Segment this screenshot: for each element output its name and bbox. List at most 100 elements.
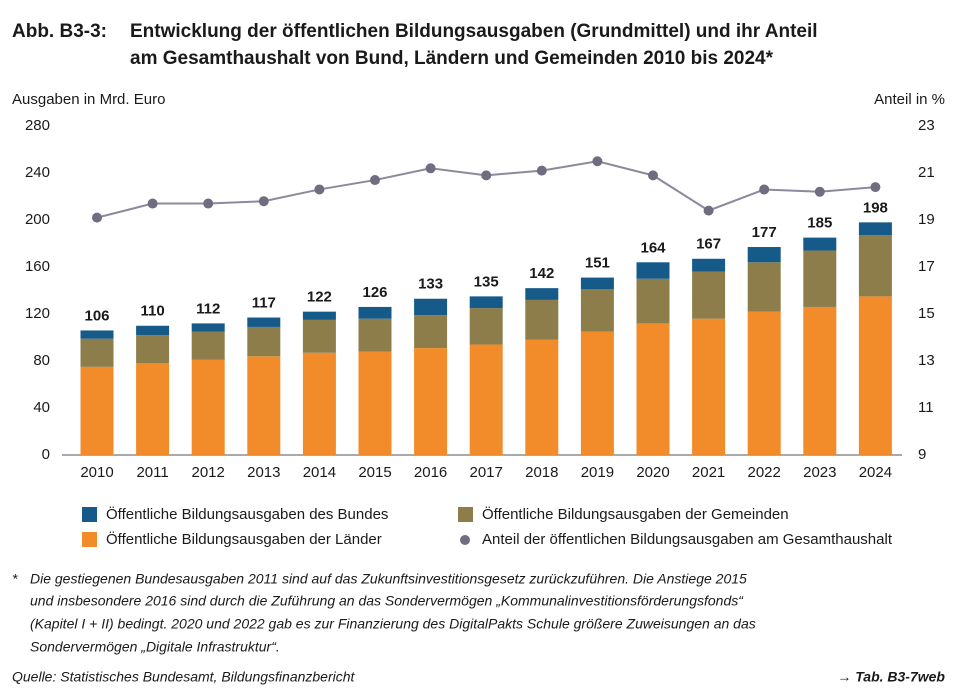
- bar-segment: [469, 344, 503, 455]
- total-label: 185: [807, 215, 832, 232]
- x-tick-label: 2022: [748, 464, 781, 481]
- x-tick-label: 2013: [247, 464, 280, 481]
- bar-segment: [747, 262, 781, 312]
- share-marker: [870, 182, 881, 193]
- bar-segment: [247, 356, 281, 455]
- legend-label: Öffentliche Bildungsausgaben der Länder: [106, 530, 382, 548]
- total-label: 112: [196, 300, 220, 317]
- bar-segment: [747, 311, 781, 455]
- bar-segment: [302, 319, 336, 353]
- bar-segment: [692, 318, 726, 455]
- x-tick-label: 2020: [636, 464, 669, 481]
- y-tick-label: 280: [25, 117, 50, 134]
- total-label: 142: [529, 265, 554, 282]
- bar-segment: [636, 323, 670, 455]
- y2-tick-label: 15: [918, 305, 935, 322]
- bar-segment: [580, 289, 614, 332]
- share-marker: [314, 184, 325, 195]
- share-marker: [370, 175, 380, 186]
- legend-label: Öffentliche Bildungsausgaben des Bundes: [106, 505, 388, 523]
- total-label: 110: [140, 303, 164, 320]
- x-tick-label: 2015: [358, 464, 391, 481]
- share-marker: [536, 165, 547, 176]
- x-tick-label: 2023: [803, 464, 836, 481]
- y2-tick-label: 11: [918, 399, 934, 416]
- bar-segment: [414, 298, 448, 316]
- bar-segment: [302, 311, 336, 320]
- bar-segment: [191, 323, 225, 332]
- legend-marker: [460, 535, 470, 545]
- footnote: (Kapitel I + II) bedingt. 2020 und 2022 …: [30, 616, 756, 632]
- legend-swatch: [82, 507, 97, 522]
- y2-tick-label: 19: [918, 211, 935, 228]
- reference: → Tab. B3-7web: [837, 669, 945, 685]
- y2-tick-label: 21: [918, 164, 935, 181]
- bar-segment: [747, 247, 781, 263]
- bar-segment: [469, 296, 503, 309]
- chart-title: Entwicklung der öffentlichen Bildungsaus…: [130, 21, 818, 42]
- total-label: 177: [752, 224, 777, 241]
- y-tick-label: 240: [25, 164, 50, 181]
- bar-segment: [525, 339, 559, 455]
- y-tick-label: 200: [25, 211, 50, 228]
- bar-segment: [302, 352, 336, 455]
- chart-title: am Gesamthaushalt von Bund, Ländern und …: [130, 48, 774, 69]
- bar-segment: [136, 363, 170, 455]
- bar-segment: [525, 288, 559, 300]
- footnote: Die gestiegenen Bundesausgaben 2011 sind…: [30, 571, 747, 587]
- x-tick-label: 2014: [303, 464, 336, 481]
- bar-segment: [358, 351, 392, 455]
- total-label: 164: [640, 239, 666, 256]
- bar-segment: [580, 277, 614, 290]
- share-marker: [258, 196, 269, 207]
- share-marker: [92, 212, 102, 223]
- x-tick-label: 2019: [581, 464, 614, 481]
- x-tick-label: 2024: [859, 464, 892, 481]
- bar-segment: [469, 308, 503, 345]
- bar-segment: [525, 299, 559, 340]
- bar-segment: [803, 237, 837, 251]
- bar-segment: [803, 250, 837, 307]
- bar-segment: [414, 315, 448, 349]
- x-tick-label: 2017: [470, 464, 503, 481]
- bar-segment: [80, 330, 114, 339]
- share-marker: [814, 186, 825, 197]
- bar-segment: [858, 235, 892, 297]
- bar-segment: [858, 296, 892, 455]
- share-marker: [648, 170, 658, 181]
- bar-segment: [414, 348, 448, 455]
- bar-segment: [636, 278, 670, 324]
- bar-segment: [247, 326, 281, 357]
- footnote: Sondervermögen „Digitale Infrastruktur“.: [30, 639, 280, 655]
- bar-segment: [858, 222, 892, 236]
- legend-label: Anteil der öffentlichen Bildungsausgaben…: [482, 531, 893, 548]
- total-label: 106: [84, 307, 109, 324]
- figure-label: Abb. B3-3:: [12, 21, 107, 42]
- share-marker: [425, 163, 436, 174]
- total-label: 126: [362, 284, 387, 301]
- y-tick-label: 120: [25, 305, 50, 322]
- legend-swatch: [82, 532, 97, 547]
- total-label: 117: [252, 294, 276, 311]
- share-marker: [759, 184, 770, 195]
- y-axis-label: Ausgaben in Mrd. Euro: [12, 91, 165, 108]
- share-marker: [481, 170, 492, 181]
- share-line: [96, 160, 876, 219]
- bar-segment: [636, 262, 670, 279]
- total-label: 151: [585, 255, 610, 272]
- legend-label: Öffentliche Bildungsausgaben der Gemeind…: [482, 505, 789, 523]
- y-tick-label: 40: [33, 399, 50, 416]
- bar-segment: [692, 271, 726, 319]
- bar-segment: [358, 306, 392, 319]
- share-marker: [592, 156, 603, 167]
- x-tick-label: 2018: [525, 464, 558, 481]
- bar-segment: [247, 317, 281, 327]
- y-tick-label: 0: [42, 446, 50, 463]
- y2-axis-label: Anteil in %: [874, 91, 945, 108]
- y2-tick-label: 23: [918, 117, 935, 134]
- bar-segment: [191, 359, 225, 455]
- bar-segment: [136, 335, 170, 364]
- share-marker: [147, 198, 158, 209]
- bar-segment: [80, 366, 114, 455]
